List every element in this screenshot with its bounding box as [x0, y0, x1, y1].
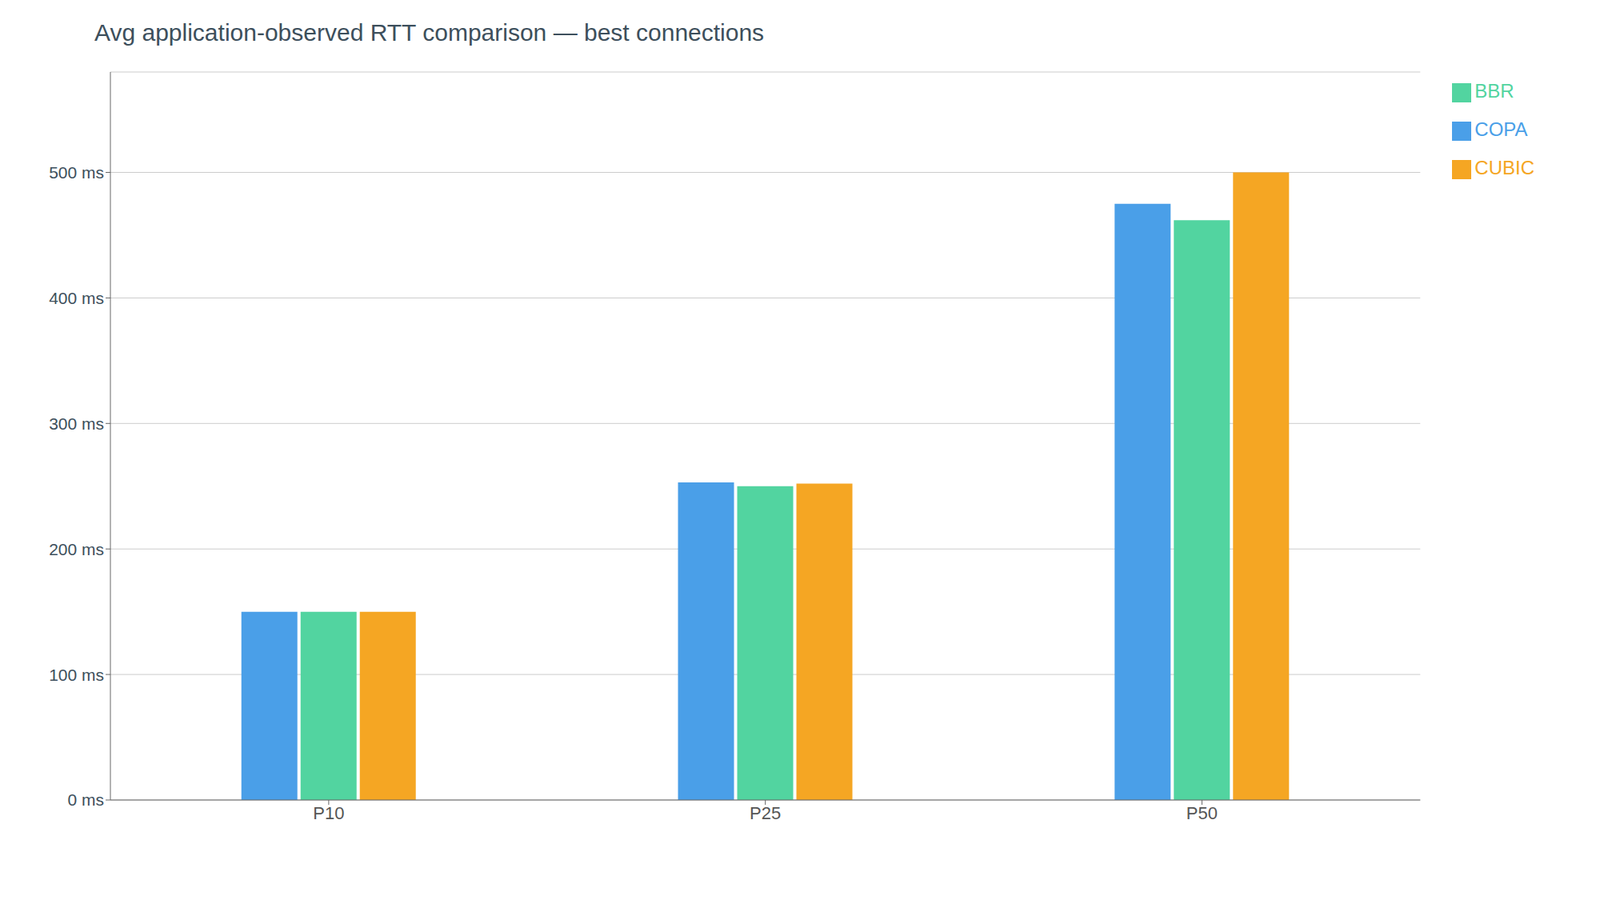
html-text:BBR: BBR — [1474, 80, 1515, 102]
svg-text:0 ms: 0 ms — [67, 790, 104, 809]
svg-text:P25: P25 — [749, 803, 781, 824]
svg-text:500 ms: 500 ms — [48, 163, 104, 182]
html-text:Avg application-observed RTT c: Avg application-observed RTT comparison … — [94, 19, 765, 46]
svg-text:P50: P50 — [1186, 803, 1218, 824]
svg-text:100 ms: 100 ms — [48, 665, 104, 684]
svg-text:300 ms: 300 ms — [48, 414, 104, 433]
svg-text:400 ms: 400 ms — [48, 288, 104, 308]
svg-text:200 ms: 200 ms — [48, 540, 104, 559]
html-text:CUBIC: CUBIC — [1474, 156, 1535, 179]
svg-text:P10: P10 — [312, 803, 344, 824]
html-text:COPA: COPA — [1474, 118, 1528, 140]
